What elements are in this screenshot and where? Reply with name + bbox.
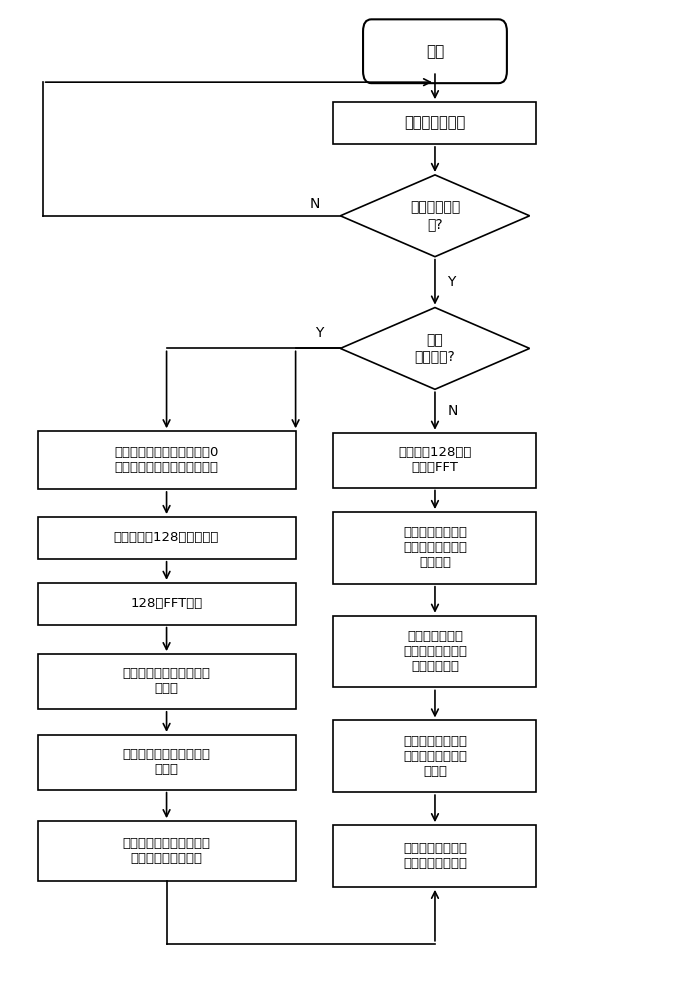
Text: 是否
需要校准?: 是否 需要校准? (415, 333, 455, 364)
Bar (334, 825, 536, 887)
Text: N: N (447, 404, 457, 418)
Bar (334, 720, 536, 792)
Text: 采样点是否采
够?: 采样点是否采 够? (410, 201, 460, 231)
Text: 根据电压电流类型
分别乘对应满码值: 根据电压电流类型 分别乘对应满码值 (403, 842, 467, 870)
Text: 取夹角向量共轭的单位向
量作为相位校准系数: 取夹角向量共轭的单位向 量作为相位校准系数 (122, 837, 211, 865)
Text: Y: Y (315, 326, 323, 340)
Text: 初始化系统变量: 初始化系统变量 (404, 116, 466, 131)
Text: 128点FFT变换: 128点FFT变换 (131, 597, 202, 610)
Text: 基波及各次谐波分
别与相位校准系数
做向量积: 基波及各次谐波分 别与相位校准系数 做向量积 (403, 526, 467, 569)
Text: 每通道采集128个采样数据: 每通道采集128个采样数据 (114, 531, 219, 544)
Text: 取任一通道为基准计算夹
角向量: 取任一通道为基准计算夹 角向量 (122, 748, 211, 776)
Text: 提取基波模值作为幅值校
准系数: 提取基波模值作为幅值校 准系数 (122, 667, 211, 695)
Text: Y: Y (447, 275, 456, 289)
Bar (37, 821, 296, 881)
Text: 各个向量积的实
部、虚部分别除以
幅值校准系数: 各个向量积的实 部、虚部分别除以 幅值校准系数 (403, 630, 467, 673)
Bar (37, 431, 296, 489)
Bar (334, 512, 536, 584)
Text: N: N (310, 197, 320, 211)
Bar (37, 735, 296, 790)
Polygon shape (341, 308, 529, 389)
Text: 校正后基波及谐波
的模值平方求和再
开平方: 校正后基波及谐波 的模值平方求和再 开平方 (403, 735, 467, 778)
Bar (37, 517, 296, 559)
Text: 采样数据128点滑
动窗口FFT: 采样数据128点滑 动窗口FFT (398, 446, 472, 474)
Text: 开始: 开始 (426, 44, 444, 59)
Bar (37, 654, 296, 709)
Bar (334, 433, 536, 488)
Polygon shape (341, 175, 529, 257)
Bar (334, 102, 536, 144)
Bar (37, 583, 296, 625)
Bar (334, 616, 536, 687)
FancyBboxPatch shape (363, 19, 507, 83)
Text: 使用标准信号源施加相位为0
幅值为额定的电压、电流信号: 使用标准信号源施加相位为0 幅值为额定的电压、电流信号 (115, 446, 219, 474)
